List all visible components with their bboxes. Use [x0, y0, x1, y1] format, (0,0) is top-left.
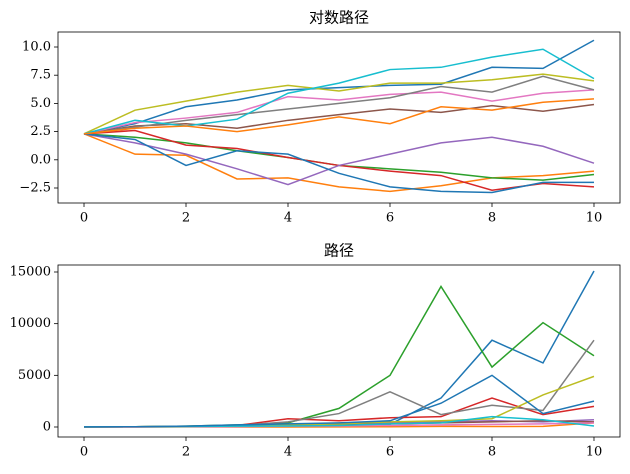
y-tick-label: 15000	[10, 264, 51, 279]
y-tick-label: 10.0	[22, 40, 51, 55]
y-tick-label: 7.5	[30, 68, 51, 83]
series-line	[83, 73, 595, 135]
axes-frame	[57, 264, 621, 438]
series-line	[83, 133, 594, 194]
x-tick-label: 2	[182, 211, 190, 226]
x-tick-label: 8	[488, 211, 496, 226]
x-tick-label: 0	[80, 445, 88, 460]
series-line	[84, 375, 595, 428]
chart-title: 路径	[324, 242, 354, 260]
series-line	[84, 374, 595, 428]
axes-frame	[57, 31, 621, 204]
series-line	[84, 339, 595, 428]
series-line	[83, 39, 595, 135]
series-line	[83, 48, 595, 135]
series-line	[83, 133, 595, 186]
series-line	[83, 133, 595, 193]
y-tick-label: −2.5	[19, 180, 51, 195]
x-tick-label: 10	[586, 211, 603, 226]
series-line	[83, 103, 595, 135]
y-tick-label: 5000	[18, 368, 51, 383]
series-line	[83, 89, 595, 135]
x-tick-label: 4	[284, 445, 292, 460]
y-tick-label: 0	[43, 419, 51, 434]
x-tick-label: 4	[284, 211, 292, 226]
x-tick-label: 6	[386, 211, 394, 226]
series-line	[83, 75, 595, 135]
x-tick-label: 6	[386, 445, 394, 460]
x-tick-label: 0	[80, 211, 88, 226]
chart-title: 对数路径	[309, 9, 369, 27]
x-tick-label: 8	[488, 445, 496, 460]
y-tick-label: 5.0	[30, 96, 51, 111]
series-line	[83, 98, 595, 135]
series-line	[84, 270, 595, 428]
y-tick-label: 10000	[10, 316, 51, 331]
x-tick-label: 10	[586, 445, 603, 460]
y-tick-label: 0.0	[30, 152, 51, 167]
y-tick-label: 2.5	[30, 124, 51, 139]
x-tick-label: 2	[182, 445, 190, 460]
